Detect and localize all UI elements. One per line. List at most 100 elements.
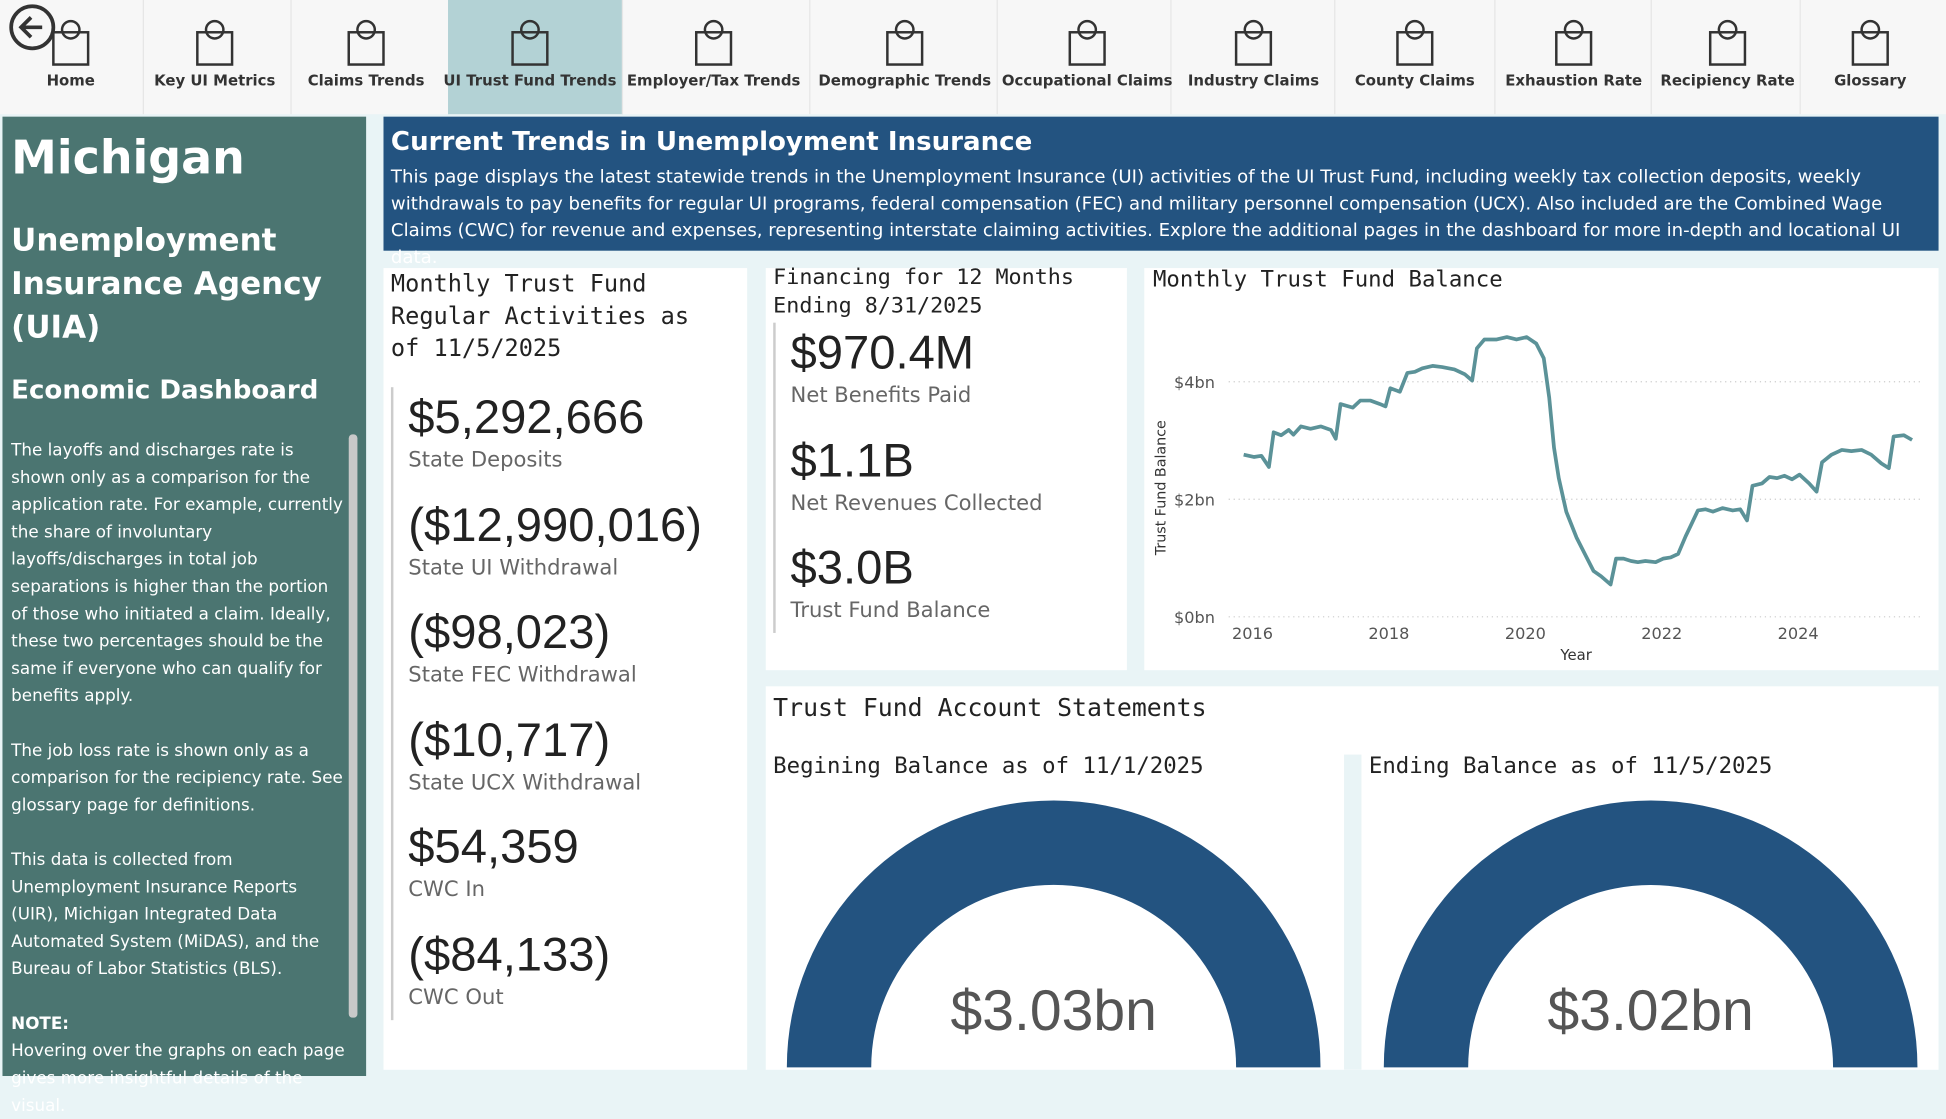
icon-shape <box>886 31 924 66</box>
kpi: $54,359 CWC In <box>408 822 578 903</box>
kpi: $3.0B Trust Fund Balance <box>791 543 991 624</box>
kpi-label: State Deposits <box>408 448 563 473</box>
kpi-value: ($84,133) <box>408 929 611 982</box>
sidebar-paragraph: This data is collected from Unemployment… <box>11 850 320 980</box>
icon-shape <box>894 19 915 40</box>
nav-item[interactable]: Employer/Tax Trends <box>622 0 811 115</box>
nav-item[interactable]: UI Trust Fund Trends <box>443 0 624 115</box>
icon-shape <box>1563 19 1584 40</box>
icon-shape <box>694 31 733 66</box>
nav-item[interactable]: Key UI Metrics <box>143 0 292 115</box>
nav-icon <box>886 19 924 66</box>
x-tick-label: 2020 <box>1505 624 1546 643</box>
kpi: $1.1B Net Revenues Collected <box>791 435 1043 516</box>
nav-label: Employer/Tax Trends <box>626 71 801 90</box>
x-tick-label: 2018 <box>1368 624 1409 643</box>
kpi: $970.4M Net Benefits Paid <box>791 328 975 409</box>
kpi: ($12,990,016) State UI Withdrawal <box>408 500 702 581</box>
kpi-label: State UI Withdrawal <box>408 555 619 581</box>
sidebar-paragraph: The job loss rate is shown only as a com… <box>11 740 343 816</box>
gauge-arc <box>1383 800 1918 1068</box>
nav-item[interactable]: Claims Trends <box>290 0 450 115</box>
icon-shape <box>1708 31 1747 66</box>
nav-item[interactable]: County Claims <box>1334 0 1496 115</box>
banner-title: Current Trends in Unemployment Insurance <box>390 126 1033 157</box>
chart-card: Monthly Trust Fund Balance $0bn $2bn $4bn 2… <box>1144 267 1939 671</box>
divider <box>390 387 394 1021</box>
icon-shape <box>1404 19 1425 40</box>
scrollbar[interactable] <box>348 434 358 1018</box>
nav-bar: Home Key UI Metrics Claims Trends UI Trust … <box>0 0 1946 115</box>
kpi-label: CWC Out <box>408 985 504 1011</box>
icon-shape <box>1851 31 1889 66</box>
nav-item[interactable]: Glossary <box>1799 0 1946 114</box>
icon-shape <box>204 19 225 40</box>
nav-icon <box>1851 19 1889 66</box>
kpi-value: $1.1B <box>790 435 914 488</box>
icon-shape <box>511 31 549 66</box>
kpi-value: $3.0B <box>790 542 914 595</box>
divider <box>1344 754 1362 1070</box>
nav-icon <box>347 19 385 66</box>
sidebar: Michigan Unemployment Insurance Agency (… <box>2 116 367 1116</box>
line-series <box>1243 335 1913 587</box>
gauge: $3.03bn <box>786 800 1321 1068</box>
kpi-label: CWC In <box>408 877 485 903</box>
icon-shape <box>347 31 385 66</box>
nav-label: Key UI Metrics <box>154 71 276 90</box>
monthly-card: Monthly Trust Fund Regular Activities as… <box>383 268 748 1070</box>
nav-item[interactable]: Home <box>0 0 144 115</box>
nav-label: UI Trust Fund Trends <box>443 71 617 90</box>
card-title: Monthly Trust Fund Regular Activities as… <box>390 270 690 363</box>
back-button[interactable] <box>7 2 57 52</box>
gauge-title: Ending Balance as of 11/5/2025 <box>1368 753 1773 780</box>
nav-icon <box>1708 19 1747 66</box>
note-text: Hovering over the graphs on each page gi… <box>11 1041 345 1116</box>
nav-icon <box>1396 19 1434 66</box>
agency-name: Unemployment Insurance Agency (UIA) <box>11 222 322 346</box>
kpi-label: Net Benefits Paid <box>790 383 972 409</box>
nav-item[interactable]: Industry Claims <box>1170 0 1336 115</box>
nav-icon <box>694 19 733 66</box>
card-title: Financing for 12 Months Ending 8/31/2025 <box>773 265 1074 319</box>
icon-shape <box>52 31 90 66</box>
gauge-title: Begining Balance as of 11/1/2025 <box>773 753 1204 780</box>
icon-shape <box>703 19 724 40</box>
nav-label: Exhaustion Rate <box>1505 71 1643 90</box>
nav-icon <box>1234 19 1273 66</box>
nav-icon <box>511 19 549 66</box>
chart-title: Monthly Trust Fund Balance <box>1152 266 1503 293</box>
icon-shape <box>1717 19 1738 40</box>
gauge-value: $3.03bn <box>951 979 1157 1043</box>
nav-label: Recipiency Rate <box>1660 71 1795 90</box>
sidebar-paragraph: The layoffs and discharges rate is shown… <box>11 440 343 707</box>
icon-shape <box>1555 31 1593 66</box>
nav-label: County Claims <box>1354 71 1475 90</box>
note-label: NOTE: <box>11 1013 70 1034</box>
kpi-value: $54,359 <box>408 822 579 875</box>
kpi: ($84,133) CWC Out <box>408 930 610 1011</box>
icon-shape <box>1243 19 1264 40</box>
x-tick-label: 2024 <box>1778 624 1819 643</box>
gauge-value: $3.02bn <box>1547 979 1753 1043</box>
kpi-label: State FEC Withdrawal <box>408 662 637 688</box>
x-tick-label: 2016 <box>1232 624 1273 643</box>
nav-label: Occupational Claims <box>1001 71 1173 90</box>
kpi-value: $970.4M <box>790 327 975 380</box>
nav-label: Home <box>46 71 95 90</box>
icon-shape <box>520 19 540 40</box>
kpi: ($10,717) State UCX Withdrawal <box>408 715 641 796</box>
icon-shape <box>1077 19 1098 40</box>
financing-card: Financing for 12 Months Ending 8/31/2025… <box>765 266 1127 671</box>
y-tick-label: $4bn <box>1174 373 1215 392</box>
nav-item[interactable]: Demographic Trends <box>809 0 998 115</box>
nav-item[interactable]: Exhaustion Rate <box>1494 0 1652 115</box>
nav-icon <box>1555 19 1593 66</box>
nav-item[interactable]: Occupational Claims <box>996 0 1173 115</box>
icon-shape <box>60 19 81 40</box>
nav-item[interactable]: Recipiency Rate <box>1651 0 1801 115</box>
y-axis-label: Trust Fund Balance <box>1153 420 1169 556</box>
nav-label: Claims Trends <box>307 71 425 90</box>
